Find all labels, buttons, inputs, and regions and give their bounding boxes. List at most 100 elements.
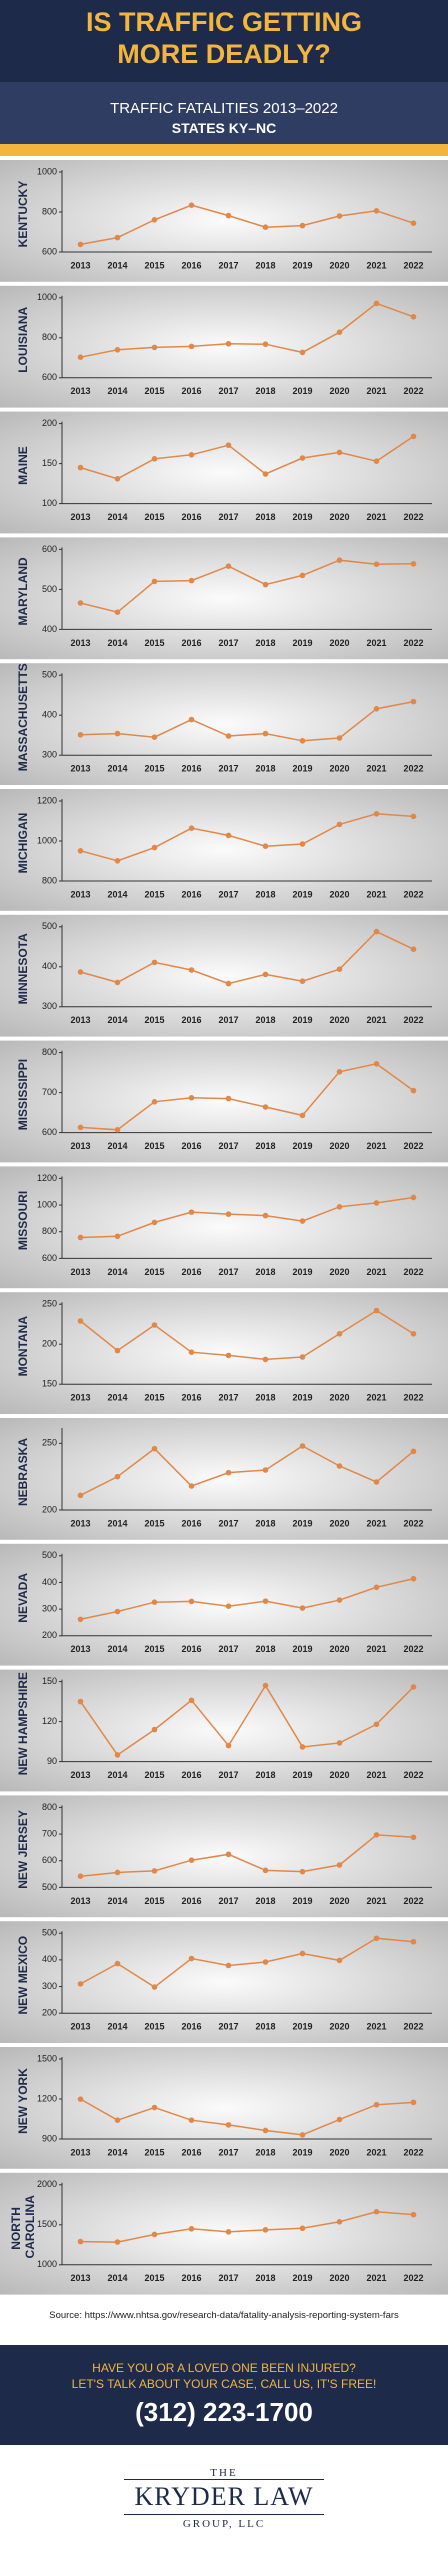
- x-tick-label: 2017: [218, 889, 238, 899]
- point: [225, 980, 232, 987]
- y-tick-label: 300: [42, 1001, 57, 1011]
- point: [77, 241, 84, 248]
- x-tick-label: 2019: [292, 638, 312, 648]
- y-tick-label: 150: [42, 1676, 57, 1686]
- point: [410, 813, 417, 820]
- charts: KENTUCKY 600 800 1000 2013 2014 2015 2016 2017 20…: [0, 160, 448, 2295]
- point: [262, 224, 269, 230]
- point: [151, 959, 158, 966]
- point: [410, 220, 417, 226]
- y-tick-label: 800: [42, 1047, 57, 1057]
- subtitle-band: TRAFFIC FATALITIES 2013–2022 STATES KY–N…: [0, 82, 448, 144]
- state-label: NEW HAMPSHIRE: [16, 1672, 30, 1775]
- x-tick-label: 2022: [403, 638, 423, 648]
- y-tick-label: 300: [42, 750, 57, 760]
- point: [188, 202, 195, 208]
- x-tick-label: 2018: [255, 512, 275, 522]
- x-tick-label: 2016: [181, 638, 201, 648]
- point: [225, 733, 232, 739]
- panel: [0, 1166, 448, 1289]
- x-tick-label: 2015: [144, 764, 164, 774]
- y-tick-label: 200: [42, 418, 57, 428]
- x-tick-label: 2018: [255, 1896, 275, 1906]
- x-tick-label: 2019: [292, 1896, 312, 1906]
- point: [373, 2101, 380, 2108]
- x-tick-label: 2019: [292, 1770, 312, 1780]
- point: [188, 825, 195, 831]
- point: [151, 217, 158, 223]
- x-tick-label: 2017: [218, 1896, 238, 1906]
- x-tick-label: 2014: [107, 638, 127, 648]
- y-tick-label: 1500: [37, 2053, 57, 2063]
- logo-text: GROUP, LLC: [182, 2518, 266, 2530]
- x-tick-label: 2015: [144, 1015, 164, 1025]
- x-tick-label: 2022: [403, 512, 423, 522]
- point: [336, 735, 343, 741]
- point: [373, 1200, 380, 1206]
- point: [77, 464, 84, 471]
- y-tick-label: 600: [42, 372, 57, 382]
- point: [336, 1463, 343, 1469]
- point: [188, 1955, 195, 1962]
- point: [373, 561, 380, 567]
- point: [77, 1981, 84, 1987]
- x-tick-label: 2019: [292, 2147, 312, 2157]
- x-tick-label: 2020: [329, 1267, 349, 1277]
- x-tick-label: 2020: [329, 2022, 349, 2032]
- point: [188, 967, 195, 973]
- state-label: MAINE: [16, 446, 30, 485]
- point: [336, 213, 343, 219]
- line: [79, 1684, 415, 1756]
- y-tick-label: 700: [42, 1087, 57, 1097]
- x-tick-label: 2020: [329, 764, 349, 774]
- point: [188, 1483, 195, 1489]
- point: [336, 557, 343, 563]
- panel: [0, 1543, 448, 1666]
- x-tick-label: 2019: [292, 1015, 312, 1025]
- point: [410, 2211, 417, 2218]
- x-tick-label: 2015: [144, 1267, 164, 1277]
- y-tick-label: 400: [42, 624, 57, 634]
- point: [77, 732, 84, 738]
- state-label: MASSACHUSETTS: [16, 663, 30, 771]
- panel: [0, 2172, 448, 2295]
- x-tick-label: 2013: [70, 1267, 90, 1277]
- x-tick-label: 2013: [70, 889, 90, 899]
- point: [114, 476, 121, 482]
- point: [77, 2096, 84, 2102]
- point: [336, 821, 343, 828]
- point: [336, 1204, 343, 1210]
- point: [151, 1219, 158, 1226]
- y-tick-label: 900: [42, 2133, 57, 2143]
- point: [188, 2226, 195, 2232]
- point: [151, 344, 158, 351]
- x-tick-label: 2014: [107, 1896, 127, 1906]
- point: [188, 1598, 195, 1605]
- point: [114, 1960, 121, 1967]
- point: [373, 208, 380, 214]
- point: [410, 1938, 417, 1945]
- x-tick-label: 2020: [329, 1644, 349, 1654]
- x-tick-label: 2019: [292, 1267, 312, 1277]
- subtitle: STATES KY–NC: [171, 120, 277, 136]
- point: [262, 581, 269, 588]
- point: [373, 811, 380, 817]
- state-label: KENTUCKY: [16, 181, 30, 248]
- point: [262, 1467, 269, 1473]
- x-tick-label: 2021: [366, 1770, 386, 1780]
- x-tick-label: 2016: [181, 1518, 201, 1528]
- point: [114, 1473, 121, 1480]
- y-tick-label: 500: [42, 921, 57, 931]
- line: [80, 1196, 414, 1239]
- x-tick-label: 2020: [329, 638, 349, 648]
- point: [188, 1857, 195, 1863]
- y-tick-label: 400: [42, 1954, 57, 1964]
- point: [336, 329, 343, 335]
- point: [299, 1354, 306, 1360]
- x-tick-label: 2017: [218, 2022, 238, 2032]
- x-tick-label: 2013: [70, 1141, 90, 1151]
- phone[interactable]: (312) 223-1700: [135, 2397, 313, 2427]
- point: [410, 1194, 417, 1201]
- point: [299, 841, 306, 847]
- x-tick-label: 2015: [144, 1393, 164, 1403]
